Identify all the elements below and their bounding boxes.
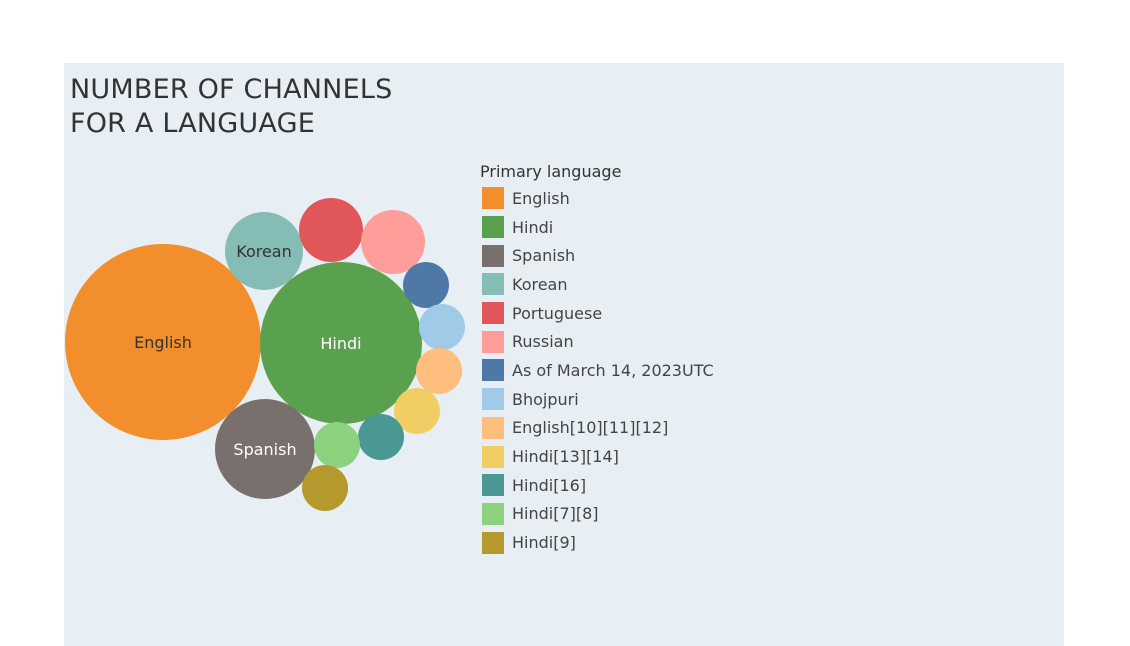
legend-label: As of March 14, 2023UTC <box>512 360 714 380</box>
bubble-hindi-16[interactable] <box>358 414 404 460</box>
legend: Primary language English Hindi Spanish Kore… <box>480 160 780 557</box>
chart-panel: NUMBER OF CHANNELS FOR A LANGUAGE Englis… <box>64 63 1064 646</box>
bubble-hindi[interactable] <box>260 262 422 424</box>
legend-label: Hindi[7][8] <box>512 504 599 524</box>
legend-label: Portuguese <box>512 303 603 323</box>
legend-item-as-of-march-14-2023utc[interactable]: As of March 14, 2023UTC <box>480 356 780 385</box>
legend-item-bhojpuri[interactable]: Bhojpuri <box>480 385 780 414</box>
legend-swatch <box>482 273 504 296</box>
bubble-hindi-9[interactable] <box>302 465 348 511</box>
legend-item-portuguese[interactable]: Portuguese <box>480 299 780 328</box>
bubble-hindi-7-8[interactable] <box>314 422 360 468</box>
legend-item-hindi-9[interactable]: Hindi[9] <box>480 528 780 557</box>
bubble-portuguese[interactable] <box>299 198 363 262</box>
legend-swatch <box>482 359 504 382</box>
bubble-bhojpuri[interactable] <box>419 304 465 350</box>
bubble-label-spanish: Spanish <box>233 440 296 459</box>
legend-items: English Hindi Spanish Korean Portuguese Russi… <box>480 184 780 557</box>
legend-label: Hindi[16] <box>512 475 587 495</box>
legend-swatch <box>482 244 504 267</box>
bubble-korean[interactable] <box>225 212 303 290</box>
legend-label: Hindi <box>512 217 554 237</box>
legend-item-english-10-11-12[interactable]: English[10][11][12] <box>480 414 780 443</box>
legend-label: Bhojpuri <box>512 389 579 409</box>
legend-item-spanish[interactable]: Spanish <box>480 241 780 270</box>
legend-item-english[interactable]: English <box>480 184 780 213</box>
bubble-hindi-13-14[interactable] <box>394 388 440 434</box>
legend-label: English <box>512 188 570 208</box>
legend-item-hindi-7-8[interactable]: Hindi[7][8] <box>480 500 780 529</box>
bubble-english-10-11-12[interactable] <box>416 348 462 394</box>
bubble-english[interactable] <box>65 244 261 440</box>
legend-swatch <box>482 474 504 497</box>
bubble-as-of-march-14-2023utc[interactable] <box>403 262 449 308</box>
legend-swatch <box>482 187 504 210</box>
legend-item-korean[interactable]: Korean <box>480 270 780 299</box>
bubble-label-korean: Korean <box>236 242 292 261</box>
legend-swatch <box>482 216 504 239</box>
chart-title: NUMBER OF CHANNELS FOR A LANGUAGE <box>70 73 392 141</box>
chart-title-line-1: NUMBER OF CHANNELS <box>70 74 393 105</box>
legend-label: Korean <box>512 274 568 294</box>
legend-label: Hindi[9] <box>512 533 576 553</box>
legend-swatch <box>482 445 504 468</box>
legend-item-russian[interactable]: Russian <box>480 327 780 356</box>
bubble-label-english: English <box>134 333 192 352</box>
legend-swatch <box>482 330 504 353</box>
legend-title: Primary language <box>480 162 622 181</box>
legend-label: Spanish <box>512 246 576 266</box>
legend-swatch <box>482 502 504 525</box>
legend-swatch <box>482 416 504 439</box>
legend-item-hindi[interactable]: Hindi <box>480 213 780 242</box>
legend-label: Hindi[13][14] <box>512 447 619 467</box>
legend-item-hindi-16[interactable]: Hindi[16] <box>480 471 780 500</box>
legend-swatch <box>482 388 504 411</box>
chart-title-line-2: FOR A LANGUAGE <box>70 108 315 139</box>
bubble-russian[interactable] <box>361 210 425 274</box>
legend-label: English[10][11][12] <box>512 418 669 438</box>
legend-label: Russian <box>512 332 574 352</box>
bubble-spanish[interactable] <box>215 399 315 499</box>
bubble-chart: English Hindi Spanish Korean <box>65 198 465 511</box>
legend-item-hindi-13-14[interactable]: Hindi[13][14] <box>480 442 780 471</box>
legend-swatch <box>482 302 504 325</box>
legend-swatch <box>482 531 504 554</box>
bubble-label-hindi: Hindi <box>320 334 361 353</box>
